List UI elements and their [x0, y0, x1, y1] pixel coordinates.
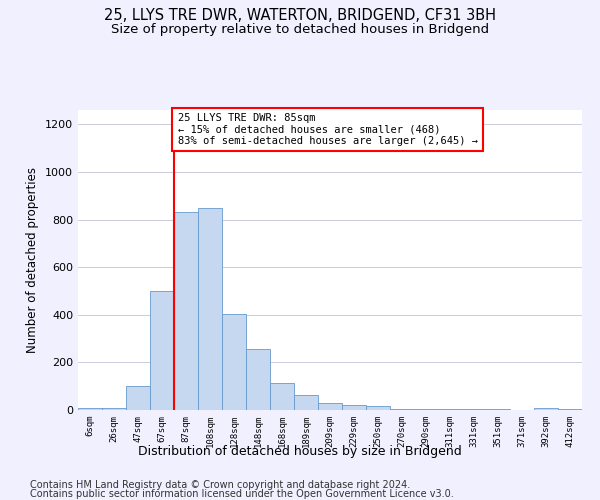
- Bar: [222, 314, 246, 410]
- Bar: [342, 405, 366, 410]
- Text: Size of property relative to detached houses in Bridgend: Size of property relative to detached ho…: [111, 22, 489, 36]
- Text: Distribution of detached houses by size in Bridgend: Distribution of detached houses by size …: [138, 445, 462, 458]
- Text: Contains HM Land Registry data © Crown copyright and database right 2024.: Contains HM Land Registry data © Crown c…: [30, 480, 410, 490]
- Bar: [558, 409, 582, 410]
- Bar: [102, 408, 126, 410]
- Bar: [150, 291, 174, 410]
- Bar: [198, 208, 222, 410]
- Bar: [294, 394, 318, 410]
- Bar: [462, 409, 486, 410]
- Text: 25, LLYS TRE DWR, WATERTON, BRIDGEND, CF31 3BH: 25, LLYS TRE DWR, WATERTON, BRIDGEND, CF…: [104, 8, 496, 22]
- Bar: [318, 403, 342, 410]
- Bar: [126, 386, 150, 410]
- Bar: [486, 409, 510, 410]
- Text: Contains public sector information licensed under the Open Government Licence v3: Contains public sector information licen…: [30, 489, 454, 499]
- Bar: [78, 408, 102, 410]
- Y-axis label: Number of detached properties: Number of detached properties: [26, 167, 40, 353]
- Text: 25 LLYS TRE DWR: 85sqm
← 15% of detached houses are smaller (468)
83% of semi-de: 25 LLYS TRE DWR: 85sqm ← 15% of detached…: [178, 113, 478, 146]
- Bar: [534, 408, 558, 410]
- Bar: [174, 212, 198, 410]
- Bar: [246, 350, 270, 410]
- Bar: [438, 409, 462, 410]
- Bar: [390, 409, 414, 410]
- Bar: [270, 382, 294, 410]
- Bar: [366, 406, 390, 410]
- Bar: [414, 409, 438, 410]
